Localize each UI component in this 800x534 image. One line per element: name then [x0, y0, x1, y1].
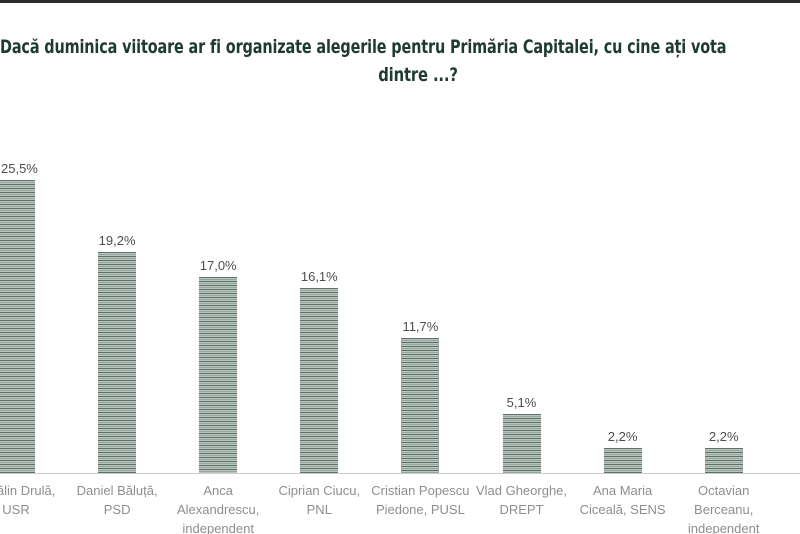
bar-value-label-4: 16,1%: [300, 269, 338, 284]
bar-3: [199, 277, 238, 473]
bar-value-label-8: 2,2%: [708, 429, 739, 444]
chart-title-line2: dintre ...?: [378, 64, 458, 86]
bar-category-label-7: Ana Maria Ciceală, SENS: [579, 483, 666, 517]
bar-value-label-5: 11,7%: [402, 319, 439, 334]
x-axis-line: [0, 473, 800, 474]
bar-category-label-4: Ciprian Ciucu, PNL: [278, 483, 361, 517]
bar-value-label-7: 2,2%: [607, 429, 638, 444]
bar-value-label-3: 17,0%: [199, 258, 237, 273]
bar-value-label-1: 25,5%: [1, 161, 38, 176]
bar-6: [502, 414, 541, 473]
bar-8: [704, 448, 743, 473]
bar-category-label-1: Cătălin Drulă,USR: [0, 483, 56, 517]
bar-value-label-2: 19,2%: [98, 233, 136, 248]
top-strip: [0, 0, 800, 3]
bar-5: [401, 338, 440, 473]
bar-category-label-3: Anca Alexandrescu, independent: [176, 483, 260, 534]
bar-value-label-6: 5,1%: [506, 395, 537, 410]
bar-1: [0, 180, 35, 473]
bar-2: [98, 252, 137, 473]
bar-category-label-5: Cristian Popescu Piedone, PUSL: [371, 483, 470, 517]
bar-category-label-2: Daniel Băluță, PSD: [76, 483, 158, 517]
bar-category-label-6: Vlad Gheorghe, DREPT: [475, 483, 568, 517]
bar-category-label-8: Octavian Berceanu, independent: [687, 483, 760, 534]
bar-7: [603, 448, 642, 473]
chart-title-line1: Dacă duminica viitoare ar fi organizate …: [0, 36, 727, 58]
bar-4: [300, 288, 339, 473]
